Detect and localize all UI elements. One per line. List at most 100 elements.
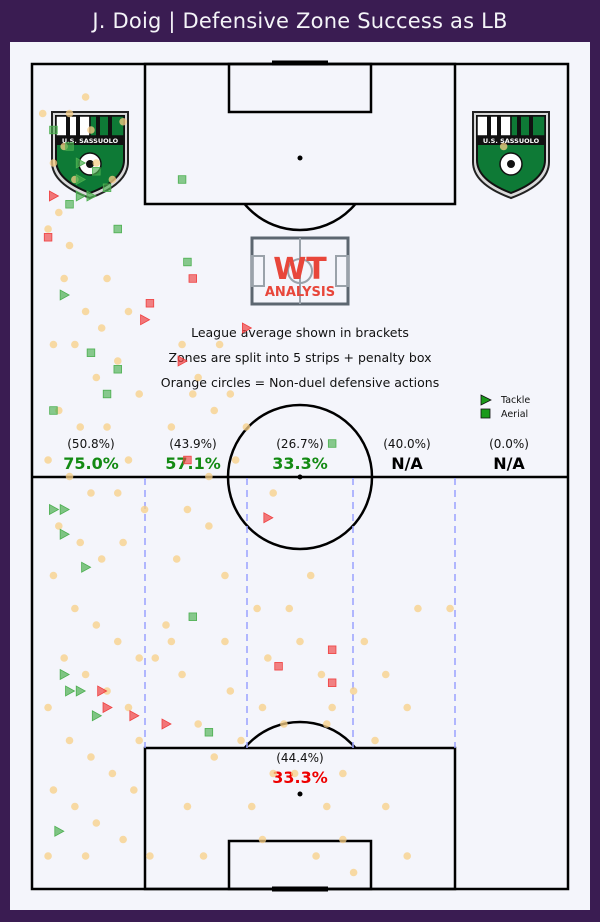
non-duel-actions xyxy=(38,93,508,877)
aerial-duel-6 xyxy=(113,224,122,234)
non-duel-action-34 xyxy=(97,555,106,563)
non-duel-action-51 xyxy=(71,802,79,811)
non-duel-action-8 xyxy=(108,175,117,184)
non-duel-action-94 xyxy=(339,769,347,778)
non-duel-action-59 xyxy=(162,621,170,629)
non-duel-action-5 xyxy=(49,159,58,167)
logo-wt-text: WT xyxy=(273,252,327,287)
aerial-duel-3 xyxy=(102,183,112,192)
non-duel-action-112 xyxy=(258,703,267,712)
non-duel-action-56 xyxy=(81,852,90,860)
non-duel-action-24 xyxy=(76,423,85,431)
zone-3-average: (26.7%) xyxy=(276,437,323,451)
tackle-duel-22 xyxy=(54,825,65,837)
note-line-3: Orange circles = Non-duel defensive acti… xyxy=(161,375,439,390)
top-penalty-spot xyxy=(297,155,303,161)
non-duel-action-61 xyxy=(183,505,192,514)
bottom-six-yard-box xyxy=(227,839,373,891)
tackle-duels xyxy=(49,157,274,837)
legend-aerial-marker xyxy=(480,408,491,419)
non-duel-action-28 xyxy=(65,472,74,481)
chart-panel: U.S. SASSUOLO U.S. SASSUOLO WT xyxy=(10,42,590,910)
tackle-duel-1 xyxy=(75,173,87,186)
aerial-duel-9 xyxy=(188,274,197,283)
non-duel-action-18 xyxy=(49,340,58,349)
non-duel-action-35 xyxy=(119,538,127,547)
pitch-chart: U.S. SASSUOLO U.S. SASSUOLO WT xyxy=(30,60,570,892)
non-duel-action-71 xyxy=(205,522,213,530)
non-duel-action-64 xyxy=(189,390,197,398)
non-duel-action-87 xyxy=(280,720,288,728)
non-duel-action-42 xyxy=(81,670,90,679)
non-duel-action-38 xyxy=(92,621,101,629)
non-duel-action-53 xyxy=(119,835,127,844)
non-duel-action-99 xyxy=(403,852,412,860)
aerial-duel-11 xyxy=(86,348,96,357)
non-duel-action-79 xyxy=(226,687,235,695)
non-duel-action-74 xyxy=(178,670,186,679)
non-duel-action-93 xyxy=(328,703,336,712)
aerial-duel-14 xyxy=(49,406,58,415)
non-duel-action-0 xyxy=(38,109,47,118)
legend-aerial-label: Aerial xyxy=(501,409,528,420)
tackle-duel-12 xyxy=(81,561,92,573)
aerial-duel-19 xyxy=(327,645,337,654)
non-duel-action-110 xyxy=(290,769,299,778)
non-duel-action-3 xyxy=(87,126,95,134)
zone-5-average: (0.0%) xyxy=(489,437,529,451)
non-duel-action-72 xyxy=(231,456,240,464)
zone-2-average: (43.9%) xyxy=(169,437,216,451)
non-duel-action-10 xyxy=(55,208,63,217)
non-duel-action-25 xyxy=(103,423,111,431)
non-duel-action-30 xyxy=(113,489,122,497)
non-duel-action-82 xyxy=(258,835,267,844)
non-duel-action-58 xyxy=(151,654,160,662)
non-duel-action-12 xyxy=(65,241,74,250)
non-duel-action-33 xyxy=(76,538,85,547)
non-duel-action-102 xyxy=(323,720,331,728)
logo-analysis-text: ANALYSIS xyxy=(265,285,335,300)
tackle-duel-19 xyxy=(129,710,140,722)
zone-2-value: 57.1% xyxy=(165,454,221,473)
aerial-duel-18 xyxy=(274,662,283,671)
legend: Tackle Aerial xyxy=(480,394,530,420)
tackle-duel-6 xyxy=(140,314,151,326)
tackle-duel-10 xyxy=(59,503,70,516)
non-duel-action-67 xyxy=(178,340,186,349)
non-duel-action-63 xyxy=(167,423,176,431)
aerial-duel-20 xyxy=(327,678,337,687)
non-duel-action-97 xyxy=(371,736,379,745)
aerial-duel-5 xyxy=(43,233,53,242)
center-spot xyxy=(297,474,303,480)
non-duel-action-15 xyxy=(60,274,68,283)
bottom-penalty-arc xyxy=(243,720,357,748)
non-duel-action-95 xyxy=(349,687,358,695)
center-circle xyxy=(226,403,374,551)
tackle-duel-11 xyxy=(59,528,70,540)
aerial-duel-15 xyxy=(183,455,192,465)
note-line-2: Zones are split into 5 strips + penalty … xyxy=(168,350,431,365)
crest-text-left: U.S. SASSUOLO xyxy=(62,137,119,145)
non-duel-action-73 xyxy=(221,571,229,580)
non-duel-action-76 xyxy=(210,753,219,761)
tackle-duel-18 xyxy=(102,701,113,714)
non-duel-action-41 xyxy=(60,654,68,662)
chart-title: J. Doig | Defensive Zone Success as LB xyxy=(92,9,508,33)
tackle-duel-2 xyxy=(75,190,87,202)
non-duel-action-50 xyxy=(49,786,58,794)
non-duel-action-32 xyxy=(55,522,63,530)
tackle-duel-7 xyxy=(177,355,188,367)
aerial-duel-0 xyxy=(49,125,58,135)
legend-tackle-marker xyxy=(480,394,492,406)
top-penalty-area xyxy=(143,62,457,206)
non-duel-action-90 xyxy=(296,637,304,646)
non-duel-action-11 xyxy=(44,225,52,233)
non-duel-action-106 xyxy=(414,604,422,613)
aerial-duel-7 xyxy=(177,175,187,184)
zone-5-value: N/A xyxy=(493,454,525,473)
tackle-duel-14 xyxy=(65,685,76,697)
non-duel-action-29 xyxy=(87,489,95,497)
club-crest-left: U.S. SASSUOLO xyxy=(51,111,129,200)
non-duel-action-104 xyxy=(381,670,390,679)
non-duel-action-91 xyxy=(306,571,315,580)
